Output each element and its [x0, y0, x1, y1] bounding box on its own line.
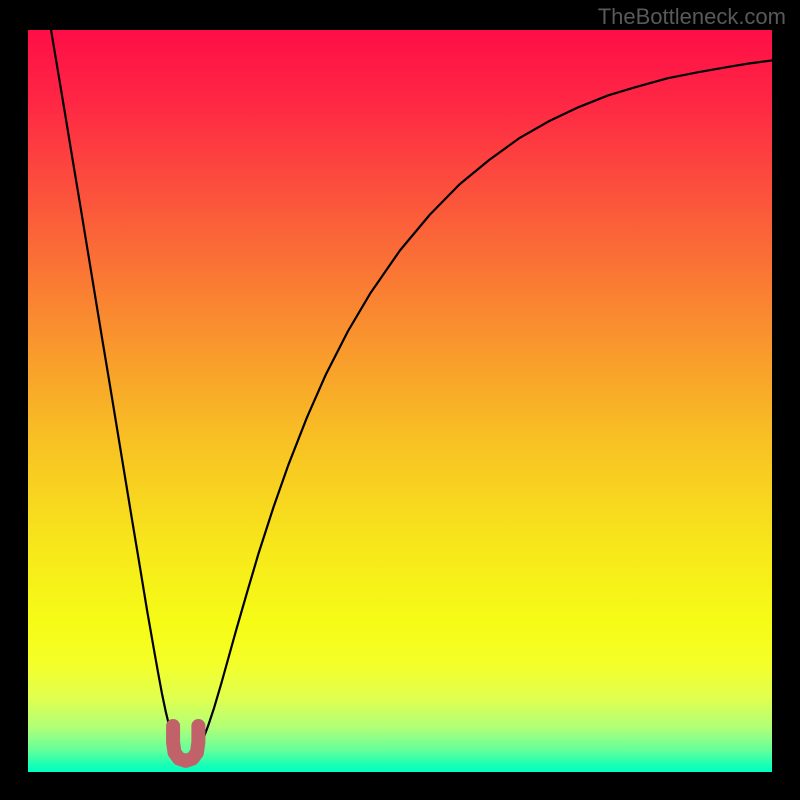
plot-area [28, 30, 772, 772]
chart-svg [28, 30, 772, 772]
watermark-label: TheBottleneck.com [598, 4, 786, 30]
gradient-background [28, 30, 772, 772]
chart-frame: TheBottleneck.com [0, 0, 800, 800]
